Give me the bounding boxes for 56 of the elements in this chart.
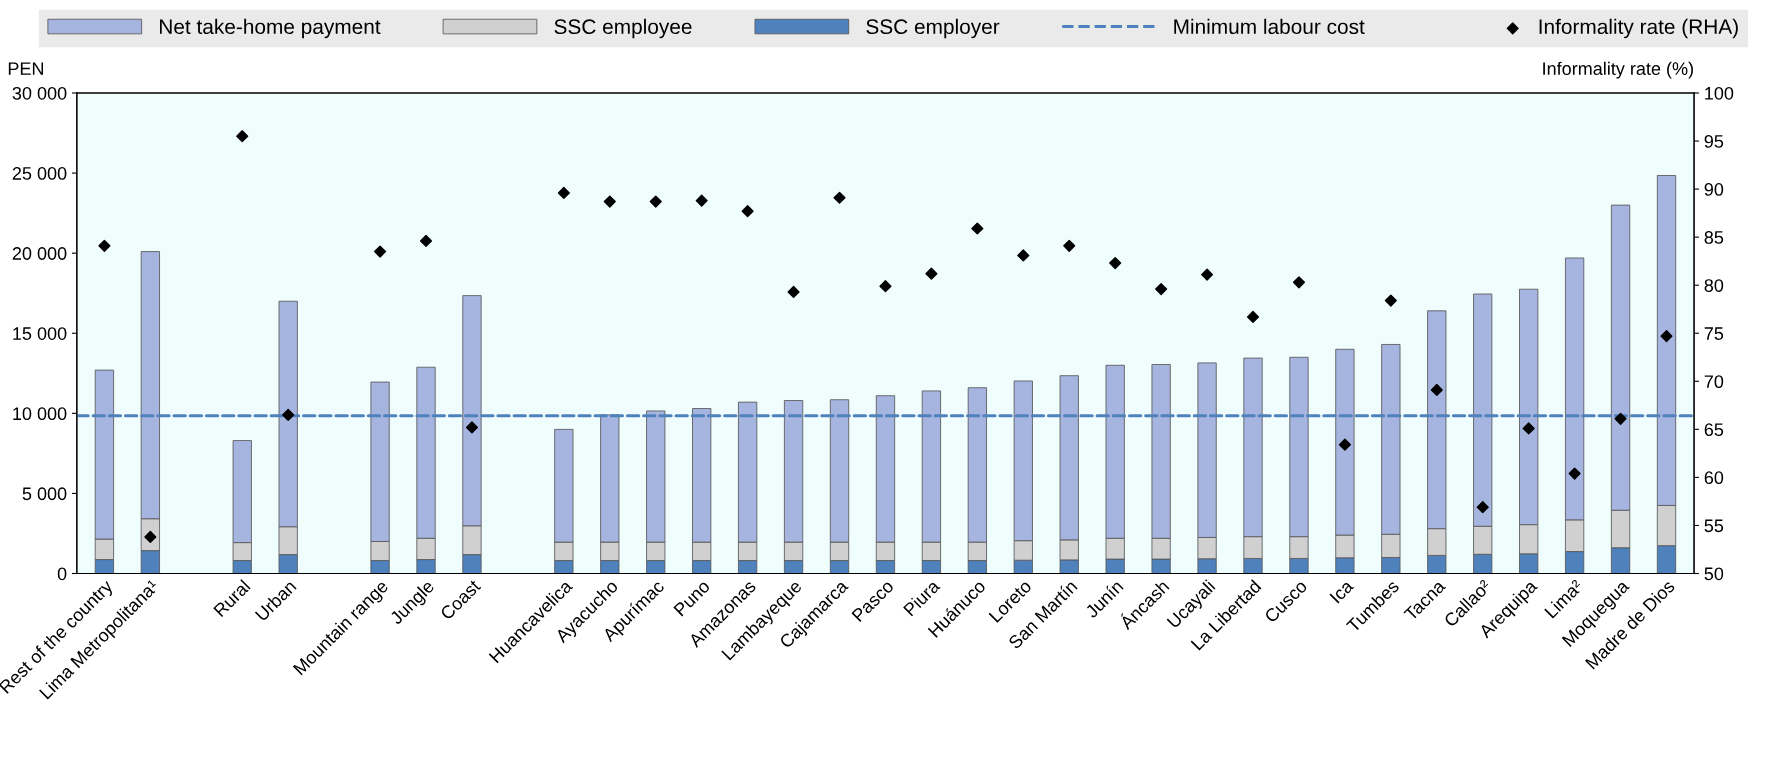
- y2-tick-label: 75: [1704, 327, 1724, 340]
- point: [1614, 412, 1627, 425]
- y-tick-label: 0: [57, 567, 67, 581]
- y-axis-title: PEN: [8, 62, 44, 75]
- point: [695, 194, 708, 207]
- point: [1063, 239, 1076, 252]
- legend-label: SSC employer: [866, 18, 1000, 39]
- point: [419, 234, 433, 248]
- point: [1200, 268, 1214, 281]
- y2-tick-label: 95: [1704, 134, 1724, 148]
- point: [282, 408, 295, 422]
- point: [1522, 422, 1535, 435]
- point: [879, 280, 892, 293]
- point: [236, 130, 249, 143]
- point: [98, 239, 111, 252]
- y-tick-label: 30 000: [12, 86, 67, 100]
- point: [1430, 383, 1443, 397]
- y-tick-label: 15 000: [13, 327, 67, 340]
- point: [557, 186, 570, 200]
- y-tick-label: 25 000: [12, 167, 67, 180]
- point: [1109, 257, 1122, 270]
- legend-label: Net take-home payment: [160, 18, 381, 39]
- y-tick-label: 5 000: [22, 487, 67, 501]
- y2-tick-label: 65: [1704, 423, 1724, 437]
- point: [465, 421, 479, 434]
- y2-tick-label: 100: [1705, 86, 1734, 100]
- point: [971, 222, 984, 235]
- point: [373, 245, 387, 258]
- legend-label: SSC employee: [554, 18, 692, 39]
- y2-tick-label: 85: [1704, 231, 1724, 244]
- point: [787, 285, 800, 299]
- y2-tick-label: 70: [1704, 375, 1724, 389]
- y2-tick-label: 90: [1704, 183, 1724, 196]
- point: [1476, 501, 1489, 514]
- point: [649, 195, 662, 208]
- y-tick-label: 20 000: [12, 247, 67, 260]
- point: [1338, 438, 1351, 451]
- y2-tick-label: 55: [1704, 519, 1724, 533]
- y2-tick-label: 60: [1704, 471, 1724, 485]
- y2-tick-label: 80: [1704, 279, 1724, 292]
- point: [1568, 467, 1581, 480]
- y2-axis-title: Informality rate (%): [1543, 61, 1693, 79]
- point: [1155, 282, 1168, 296]
- legend-label: Minimum labour cost: [1174, 18, 1365, 35]
- point: [925, 267, 938, 280]
- point: [1292, 276, 1306, 289]
- point: [1384, 294, 1397, 307]
- point: [1660, 330, 1673, 343]
- point: [741, 205, 754, 218]
- point: [833, 191, 846, 204]
- point: [603, 195, 616, 208]
- y2-tick-label: 50: [1704, 567, 1724, 581]
- legend-label: Informality rate (RHA): [1539, 18, 1738, 39]
- point: [1017, 249, 1030, 262]
- point: [1246, 310, 1260, 323]
- y-tick-label: 10 000: [13, 407, 67, 421]
